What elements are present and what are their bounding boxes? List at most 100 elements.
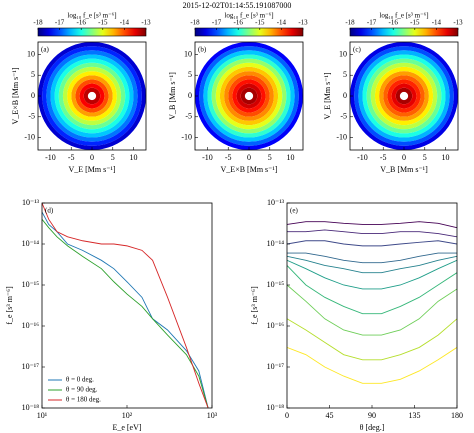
colorbar-tick-label: -15 [410, 19, 420, 27]
x-tick-label: 10 [442, 153, 450, 162]
x-axis-label: θ [deg.] [360, 423, 385, 432]
y-tick-label: 10⁻¹⁷ [22, 362, 40, 371]
colorbar-tick-label: -18 [345, 19, 355, 27]
x-tick-label: -5 [225, 153, 232, 162]
colorbar-tick-label: -13 [298, 19, 308, 27]
y-axis-label: V_E×B [Mm s⁻¹] [11, 67, 20, 124]
y-tick-label: -5 [185, 112, 192, 121]
y-tick-label: 10⁻¹⁴ [267, 239, 285, 248]
x-axis-label: V_E [Mm s⁻¹] [68, 165, 115, 174]
y-tick-label: -5 [28, 112, 35, 121]
y-tick-label: 0 [31, 91, 35, 100]
y-tick-label: 0 [188, 91, 192, 100]
y-tick-label: -10 [336, 132, 347, 141]
x-tick-label: -10 [45, 153, 56, 162]
x-tick-label: 10³ [207, 411, 218, 420]
y-tick-label: 0 [343, 91, 347, 100]
x-tick-label: -10 [202, 153, 213, 162]
colorbar-tick-label: -17 [367, 19, 377, 27]
x-tick-label: 0 [247, 153, 251, 162]
series-line [287, 229, 457, 238]
y-axis-label: f_e [s³ m⁻⁶] [250, 286, 259, 325]
x-tick-label: 10² [122, 411, 133, 420]
x-tick-label: 0 [90, 153, 94, 162]
panel-label: (a) [41, 46, 49, 54]
series-line [42, 203, 209, 408]
y-tick-label: 10⁻¹⁷ [267, 362, 285, 371]
y-tick-label: 10⁻¹⁶ [22, 321, 40, 330]
panel-label: (e) [290, 207, 298, 215]
legend-label: θ = 0 deg. [66, 376, 94, 384]
colorbar-tick-label: -13 [453, 19, 463, 27]
series-line [287, 347, 457, 384]
y-tick-label: -10 [181, 132, 192, 141]
ring-cell [240, 87, 258, 105]
y-tick-label: 5 [343, 70, 347, 79]
panel-label: (b) [198, 46, 207, 54]
colorbar-tick-label: -13 [141, 19, 151, 27]
colorbar-tick-label: -16 [389, 19, 399, 27]
colorbar-label: log₁₀ f_e [s³ m⁻⁶] [224, 12, 273, 20]
panel-label: (c) [353, 46, 361, 54]
series-line [287, 259, 457, 290]
x-tick-label: 10¹ [37, 411, 48, 420]
y-axis-label: V_E [Mm s⁻¹] [323, 72, 332, 119]
colorbar-tick-label: -15 [98, 19, 108, 27]
series-line [287, 255, 457, 274]
colorbar-tick-label: -14 [432, 19, 442, 27]
x-tick-label: -10 [357, 153, 368, 162]
y-axis-label: V_B [Mm s⁻¹] [168, 72, 177, 120]
y-tick-label: 10⁻¹⁶ [267, 321, 285, 330]
figure-title: 2015-12-02T01:14:55.191087000 [183, 1, 292, 10]
x-tick-label: -5 [68, 153, 75, 162]
x-tick-label: 90 [368, 411, 376, 420]
y-tick-label: 10⁻¹⁸ [267, 403, 285, 412]
y-tick-label: 10⁻¹⁵ [22, 280, 40, 289]
x-tick-label: 0 [285, 411, 289, 420]
series-line [287, 221, 457, 229]
y-tick-label: 10⁻¹⁸ [22, 403, 40, 412]
legend-label: θ = 90 deg. [66, 386, 98, 394]
y-tick-label: 10⁻¹⁴ [22, 239, 40, 248]
colorbar [37, 27, 147, 37]
colorbar-tick-label: -14 [277, 19, 287, 27]
panel-label: (d) [45, 207, 54, 215]
x-tick-label: 45 [326, 411, 334, 420]
colorbar-label: log₁₀ f_e [s³ m⁻⁶] [67, 12, 116, 20]
x-axis-label: V_B [Mm s⁻¹] [380, 165, 428, 174]
colorbar-tick-label: -17 [55, 19, 65, 27]
x-tick-label: 10 [130, 153, 138, 162]
x-tick-label: 180 [451, 411, 463, 420]
y-tick-label: 10⁻¹³ [267, 198, 285, 207]
y-axis-label: f_e [s³ m⁻⁶] [5, 286, 14, 325]
colorbar-tick-label: -15 [255, 19, 265, 27]
y-tick-label: 10 [339, 49, 347, 58]
x-tick-label: 5 [111, 153, 115, 162]
ring-cell [83, 87, 101, 105]
x-tick-label: 0 [402, 153, 406, 162]
series-line [287, 318, 457, 361]
y-tick-label: 5 [188, 70, 192, 79]
colorbar-tick-label: -17 [212, 19, 222, 27]
y-tick-label: 10 [184, 49, 192, 58]
ring-cell [395, 87, 413, 105]
series-line [287, 265, 457, 315]
colorbar-tick-label: -16 [77, 19, 87, 27]
series-line [42, 219, 209, 408]
y-tick-label: 10⁻¹³ [22, 198, 40, 207]
colorbar [349, 27, 459, 37]
ring-cell [79, 83, 105, 109]
series-line [287, 252, 457, 264]
y-tick-label: 10 [27, 49, 35, 58]
colorbar-tick-label: -18 [190, 19, 200, 27]
x-axis-label: V_E×B [Mm s⁻¹] [221, 165, 278, 174]
x-tick-label: 5 [268, 153, 272, 162]
x-tick-label: -5 [380, 153, 387, 162]
x-tick-label: 135 [409, 411, 421, 420]
colorbar-tick-label: -16 [234, 19, 244, 27]
x-tick-label: 10 [287, 153, 295, 162]
colorbar-label: log₁₀ f_e [s³ m⁻⁶] [379, 12, 428, 20]
series-line [287, 284, 457, 336]
x-axis-label: E_e [eV] [112, 423, 141, 432]
